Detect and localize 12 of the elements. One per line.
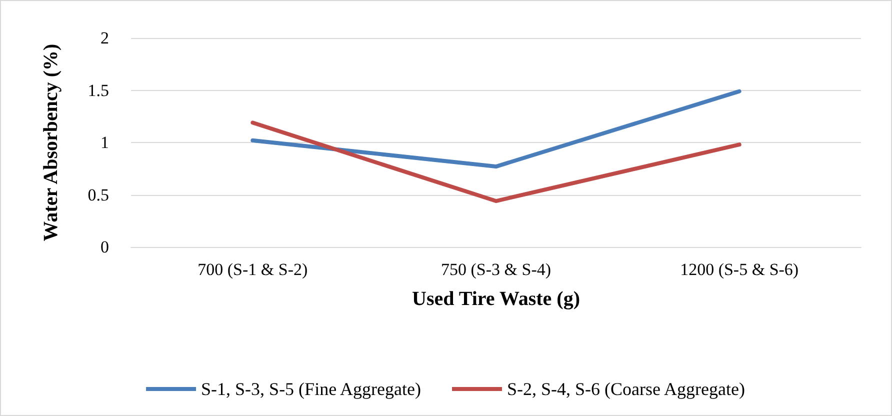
legend-label: S-2, S-4, S-6 (Coarse Aggregate)	[507, 379, 745, 399]
y-tick-label: 1	[100, 133, 109, 152]
y-tick-label: 0.5	[88, 185, 109, 204]
y-tick-label: 2	[100, 28, 109, 48]
x-tick-label: 750 (S-3 & S-4)	[440, 260, 552, 279]
y-tick-label: 1.5	[88, 80, 109, 100]
x-tick-label: 1200 (S-5 & S-6)	[680, 260, 799, 279]
legend-label: S-1, S-3, S-5 (Fine Aggregate)	[201, 379, 422, 399]
x-tick-label: 700 (S-1 & S-2)	[198, 260, 308, 279]
y-axis-title: Water Absorbency (%)	[40, 44, 62, 242]
x-axis-title: Used Tire Waste (g)	[412, 288, 580, 310]
y-tick-label: 0	[100, 238, 109, 256]
